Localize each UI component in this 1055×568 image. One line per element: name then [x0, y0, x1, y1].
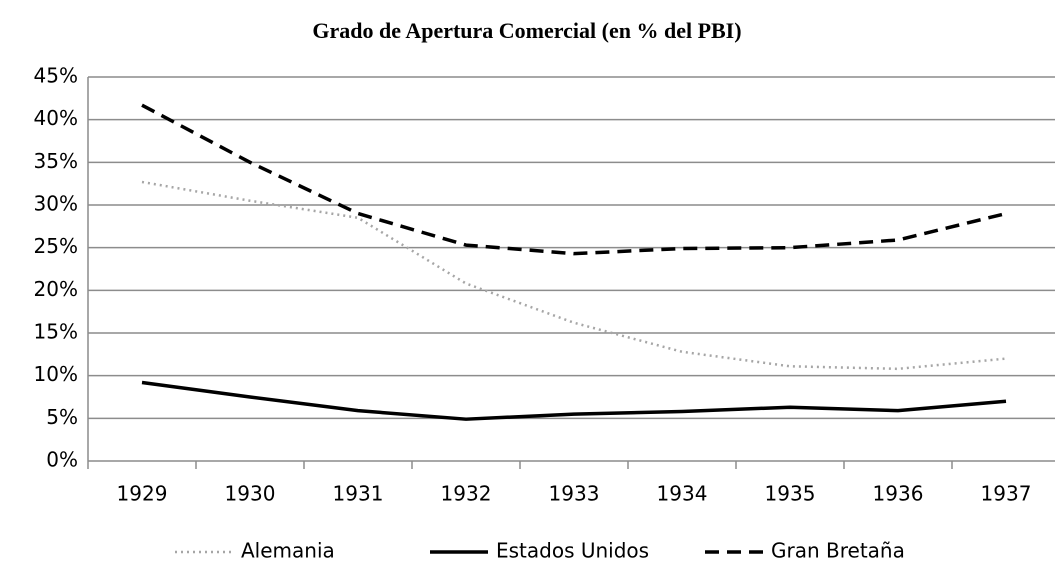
- x-tick-label: 1934: [657, 482, 708, 506]
- y-tick-label: 40%: [34, 106, 78, 130]
- y-tick-label: 0%: [46, 448, 78, 472]
- y-tick-label: 35%: [34, 149, 78, 173]
- legend-label: Gran Bretaña: [771, 539, 905, 563]
- y-tick-label: 15%: [34, 320, 78, 344]
- legend-label: Alemania: [241, 539, 335, 563]
- x-tick-label: 1937: [981, 482, 1032, 506]
- y-tick-label: 5%: [46, 405, 78, 429]
- y-tick-label: 45%: [34, 64, 78, 88]
- chart-title: Grado de Apertura Comercial (en % del PB…: [312, 18, 741, 43]
- x-tick-label: 1931: [333, 482, 384, 506]
- legend-label: Estados Unidos: [496, 539, 649, 563]
- x-tick-label: 1935: [765, 482, 816, 506]
- y-tick-label: 25%: [34, 234, 78, 258]
- y-tick-label: 20%: [34, 277, 78, 301]
- series-line: [141, 180, 1007, 371]
- x-tick-label: 1933: [549, 482, 600, 506]
- x-tick-label: 1930: [225, 482, 276, 506]
- series-line: [141, 380, 1007, 421]
- y-tick-label: 10%: [34, 362, 78, 386]
- series-line: [141, 103, 1007, 256]
- x-tick-label: 1936: [873, 482, 924, 506]
- y-tick-label: 30%: [34, 192, 78, 216]
- x-tick-label: 1932: [441, 482, 492, 506]
- x-tick-label: 1929: [117, 482, 168, 506]
